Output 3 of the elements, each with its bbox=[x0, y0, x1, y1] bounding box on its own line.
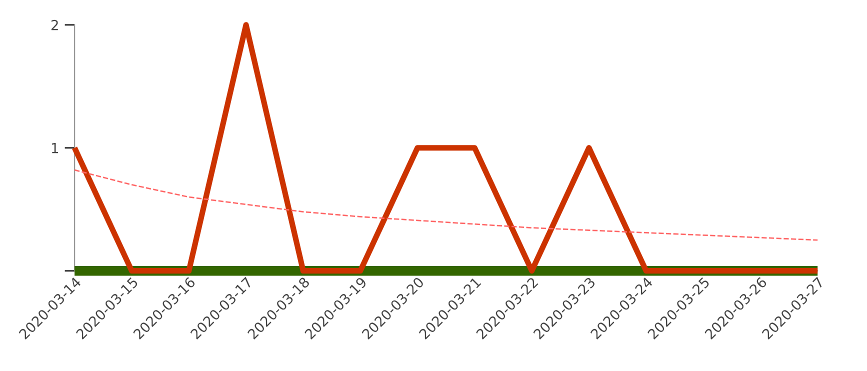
y-tick-label: 1 bbox=[52, 142, 58, 154]
line-series bbox=[74, 169, 818, 241]
y-tick-label: 2 bbox=[51, 20, 58, 30]
